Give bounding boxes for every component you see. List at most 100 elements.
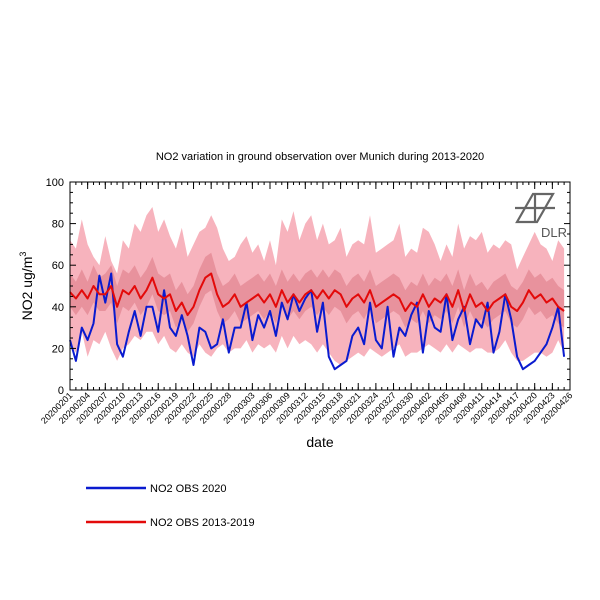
series-0-point: [105, 302, 106, 303]
series-1-point: [287, 302, 288, 303]
series-0-point: [405, 335, 406, 336]
series-0-point: [169, 327, 170, 328]
series-1-point: [322, 290, 323, 291]
series-0-point: [528, 364, 529, 365]
series-1-point: [340, 294, 341, 295]
series-1-point: [281, 290, 282, 291]
series-1-point: [152, 277, 153, 278]
series-0-point: [334, 369, 335, 370]
series-0-point: [264, 327, 265, 328]
series-0-point: [222, 319, 223, 320]
series-0-point: [346, 360, 347, 361]
series-0-point: [305, 298, 306, 299]
series-0-point: [181, 315, 182, 316]
series-0-point: [517, 356, 518, 357]
series-1-point: [164, 298, 165, 299]
series-0-point: [393, 356, 394, 357]
series-0-point: [87, 340, 88, 341]
series-1-point: [222, 306, 223, 307]
series-1-point: [252, 298, 253, 299]
series-1-point: [552, 298, 553, 299]
inner-range-band: [70, 252, 565, 332]
series-1-point: [534, 298, 535, 299]
y-axis-label-main: NO2 ug/m: [19, 257, 35, 321]
series-1-point: [193, 306, 194, 307]
series-1-point: [234, 294, 235, 295]
series-0-point: [258, 315, 259, 316]
series-1-point: [299, 302, 300, 303]
series-0-point: [193, 364, 194, 365]
series-1-point: [317, 298, 318, 299]
plot-area: [69, 207, 566, 371]
series-0-point: [522, 369, 523, 370]
series-0-point: [322, 302, 323, 303]
series-0-point: [117, 344, 118, 345]
series-0-point: [287, 319, 288, 320]
series-0-point: [175, 335, 176, 336]
series-1-point: [364, 302, 365, 303]
series-0-point: [417, 302, 418, 303]
series-1-point: [228, 302, 229, 303]
series-1-point: [105, 294, 106, 295]
series-1-point: [258, 294, 259, 295]
series-1-point: [175, 310, 176, 311]
chart-title: NO2 variation in ground observation over…: [156, 151, 484, 163]
series-1-point: [169, 294, 170, 295]
series-1-point: [522, 302, 523, 303]
series-1-point: [93, 285, 94, 286]
series-1-point: [387, 298, 388, 299]
series-0-point: [187, 335, 188, 336]
series-1-point: [81, 290, 82, 291]
series-0-point: [252, 340, 253, 341]
series-1-point: [352, 298, 353, 299]
y-tick-label: 60: [52, 260, 64, 272]
series-1-point: [146, 290, 147, 291]
y-tick-label: 80: [52, 219, 64, 231]
series-0-point: [369, 302, 370, 303]
legend-label-2013-2019: NO2 OBS 2013-2019: [150, 517, 255, 529]
series-0-point: [299, 310, 300, 311]
series-0-point: [511, 319, 512, 320]
series-0-point: [158, 331, 159, 332]
series-1-point: [475, 306, 476, 307]
series-1-point: [75, 298, 76, 299]
series-1-point: [275, 306, 276, 307]
series-1-point: [128, 294, 129, 295]
series-1-point: [111, 285, 112, 286]
series-1-point: [122, 290, 123, 291]
series-0-point: [234, 327, 235, 328]
series-1-point: [369, 290, 370, 291]
series-1-point: [464, 310, 465, 311]
series-1-point: [452, 306, 453, 307]
series-0-point: [122, 356, 123, 357]
series-0-point: [564, 356, 565, 357]
series-1-point: [564, 310, 565, 311]
series-1-point: [399, 298, 400, 299]
series-1-point: [205, 277, 206, 278]
series-1-point: [458, 290, 459, 291]
y-axis-label: NO2 ug/m3: [18, 252, 35, 321]
series-0-point: [111, 273, 112, 274]
series-0-point: [217, 344, 218, 345]
series-0-point: [387, 306, 388, 307]
logo-mark-icon: [515, 192, 555, 224]
series-1-point: [87, 298, 88, 299]
series-1-point: [493, 302, 494, 303]
series-1-point: [446, 294, 447, 295]
series-0-point: [328, 356, 329, 357]
series-0-point: [546, 344, 547, 345]
series-1-point: [158, 294, 159, 295]
series-0-point: [493, 352, 494, 353]
series-0-point: [211, 348, 212, 349]
series-1-point: [117, 306, 118, 307]
series-0-point: [199, 327, 200, 328]
series-1-point: [181, 302, 182, 303]
series-0-point: [552, 327, 553, 328]
series-1-point: [381, 302, 382, 303]
series-0-point: [428, 310, 429, 311]
series-0-point: [381, 348, 382, 349]
series-1-point: [558, 306, 559, 307]
series-1-point: [334, 290, 335, 291]
series-0-point: [534, 360, 535, 361]
